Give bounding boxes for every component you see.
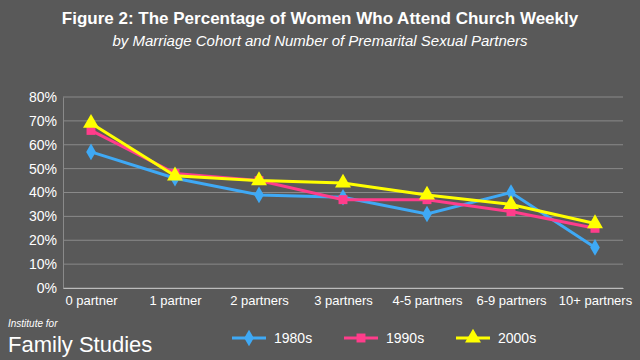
- legend-item: 1990s: [344, 330, 424, 346]
- grid-line: [63, 144, 623, 145]
- y-tick: 0%: [37, 280, 63, 296]
- y-axis: 0% 10% 20% 30% 40% 50% 60% 70% 80%: [29, 89, 64, 296]
- y-tick-label: 10%: [29, 256, 57, 272]
- grid-line: [63, 120, 623, 121]
- chart: Figure 2: The Percentage of Women Who At…: [0, 0, 640, 360]
- y-tick-label: 0%: [37, 280, 57, 296]
- y-tick: 70%: [29, 113, 63, 129]
- series-marker: [419, 186, 435, 200]
- y-tick-label: 50%: [29, 161, 57, 177]
- x-tick: 2 partners: [230, 288, 289, 308]
- y-axis-line: [63, 98, 64, 289]
- legend-marker: [465, 329, 481, 343]
- grid-line: [63, 264, 623, 265]
- subtitle: by Marriage Cohort and Number of Premari…: [112, 32, 528, 49]
- series-line: [91, 130, 595, 228]
- series-marker: [83, 114, 99, 128]
- y-tick-label: 30%: [29, 208, 57, 224]
- grid-line: [63, 97, 623, 98]
- grid: [63, 97, 623, 288]
- legend-item: 2000s: [456, 329, 536, 346]
- series-marker: [335, 174, 351, 188]
- plot-area: [83, 114, 603, 256]
- x-tick-label: 10+ partners: [559, 293, 633, 308]
- y-tick-label: 60%: [29, 137, 57, 153]
- series-line: [91, 123, 595, 223]
- x-tick-label: 4-5 partners: [392, 293, 463, 308]
- series-marker: [167, 167, 183, 181]
- legend-marker: [357, 334, 366, 343]
- x-tick-label: 2 partners: [230, 293, 289, 308]
- legend-marker: [244, 330, 254, 347]
- x-tick-label: 3 partners: [314, 293, 373, 308]
- y-tick: 80%: [29, 89, 63, 105]
- grid-line: [63, 288, 623, 289]
- legend-item: 1980s: [232, 330, 312, 347]
- x-tick-label: 6-9 partners: [476, 293, 547, 308]
- legend-label: 1980s: [274, 330, 312, 346]
- series-marker: [251, 171, 267, 185]
- series-marker: [86, 144, 96, 161]
- legend-label: 2000s: [498, 330, 536, 346]
- x-tick: 10+ partners: [559, 288, 633, 308]
- series-marker: [422, 206, 432, 223]
- title: Figure 2: The Percentage of Women Who At…: [62, 9, 579, 28]
- x-tick: 6-9 partners: [476, 288, 547, 308]
- y-tick: 60%: [29, 137, 63, 153]
- series-marker: [503, 195, 519, 209]
- y-tick: 10%: [29, 256, 63, 272]
- background: [0, 0, 640, 360]
- series-marker: [254, 187, 264, 204]
- x-axis-line: [64, 288, 624, 289]
- y-tick-label: 70%: [29, 113, 57, 129]
- series-marker: [338, 189, 348, 206]
- y-tick: 50%: [29, 161, 63, 177]
- y-tick-label: 40%: [29, 184, 57, 200]
- series-line: [91, 152, 595, 248]
- x-tick: 0 partner: [65, 288, 118, 308]
- grid-line: [63, 240, 623, 241]
- x-axis: 0 partner 1 partner 2 partners 3 partners 4-…: [64, 288, 633, 308]
- logo-text: Family Studies: [8, 332, 152, 357]
- y-tick: 20%: [29, 232, 63, 248]
- x-tick-label: 1 partner: [149, 293, 202, 308]
- x-tick: 3 partners: [314, 288, 373, 308]
- series-marker: [339, 195, 348, 204]
- y-tick-label: 80%: [29, 89, 57, 105]
- x-tick: 4-5 partners: [392, 288, 463, 308]
- y-tick: 40%: [29, 184, 63, 200]
- x-tick: 1 partner: [149, 288, 202, 308]
- x-tick-label: 0 partner: [65, 293, 118, 308]
- y-tick-label: 20%: [29, 232, 57, 248]
- y-tick: 30%: [29, 208, 63, 224]
- series-marker: [590, 239, 600, 256]
- legend-label: 1990s: [386, 330, 424, 346]
- series-marker: [587, 214, 603, 228]
- logo: Institute for Family Studies: [8, 318, 152, 357]
- legend: 1980s 1990s 2000s: [232, 329, 536, 347]
- logo-text: Institute for: [8, 318, 58, 329]
